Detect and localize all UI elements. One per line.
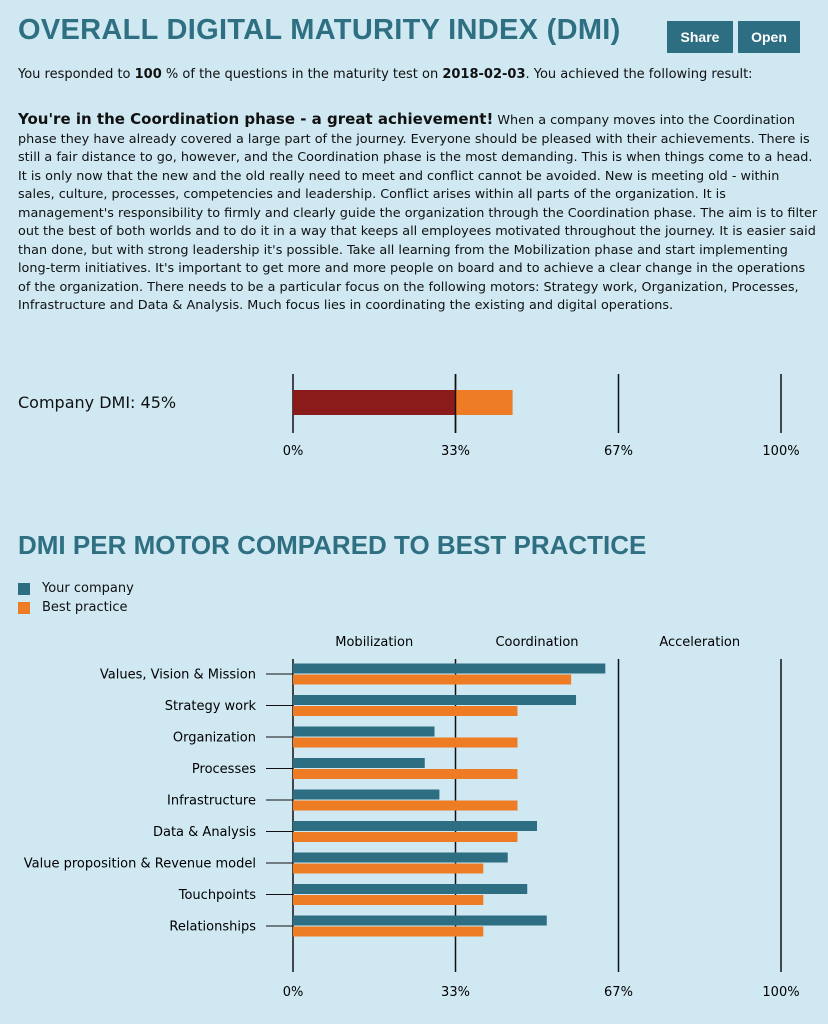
dmi-tick-label-100: 100% — [762, 444, 799, 459]
legend-label-best-practice: Best practice — [42, 600, 128, 615]
intro-percent: 100 — [134, 67, 162, 82]
bar-your-company-touchpoints — [293, 884, 528, 894]
bar-best-practice-strategy-work — [293, 706, 518, 716]
motor-label-processes: Processes — [192, 762, 256, 777]
motor-label-value-proposition-revenue-model: Value proposition & Revenue model — [24, 857, 256, 872]
motor-tick-label-0: 0% — [283, 985, 304, 1000]
dmi-tick-label-33: 33% — [441, 444, 470, 459]
bar-your-company-organization — [293, 726, 435, 737]
motor-label-relationships: Relationships — [169, 920, 256, 935]
motor-label-organization: Organization — [173, 731, 256, 746]
intro-date: 2018-02-03 — [442, 67, 526, 82]
legend-item-your-company: Your company — [18, 581, 134, 596]
bar-best-practice-value-proposition-revenue-model — [293, 863, 484, 874]
bar-best-practice-values-vision-mission — [293, 674, 572, 685]
phase-description: You're in the Coordination phase - a gre… — [18, 110, 818, 316]
legend-label-your-company: Your company — [42, 581, 134, 596]
motor-label-infrastructure: Infrastructure — [167, 794, 256, 809]
bar-your-company-values-vision-mission — [293, 663, 606, 674]
bar-your-company-data-analysis — [293, 821, 537, 831]
motor-tick-label-100: 100% — [762, 985, 799, 1000]
phase-heading: You're in the Coordination phase - a gre… — [18, 110, 494, 128]
bar-best-practice-processes — [293, 769, 518, 779]
dmi-tick-label-0: 0% — [283, 444, 304, 459]
motor-label-touchpoints: Touchpoints — [178, 888, 256, 903]
page-title: OVERALL DIGITAL MATURITY INDEX (DMI) — [18, 14, 621, 46]
bar-best-practice-data-analysis — [293, 832, 518, 842]
bar-best-practice-touchpoints — [293, 895, 484, 905]
bar-best-practice-infrastructure — [293, 800, 518, 811]
legend-item-best-practice: Best practice — [18, 600, 127, 615]
motor-chart-title: DMI PER MOTOR COMPARED TO BEST PRACTICE — [18, 530, 647, 560]
bar-your-company-processes — [293, 758, 425, 768]
company-dmi-label: Company DMI: 45% — [18, 393, 177, 412]
phase-label-acceleration: Acceleration — [659, 635, 740, 650]
bar-best-practice-relationships — [293, 926, 484, 937]
motor-label-data-analysis: Data & Analysis — [153, 825, 256, 840]
bar-your-company-value-proposition-revenue-model — [293, 852, 508, 863]
intro-prefix: You responded to — [18, 67, 131, 82]
motor-tick-label-67: 67% — [604, 985, 633, 1000]
dmi-bar-above-threshold — [455, 390, 513, 415]
intro-text: You responded to 100 % of the questions … — [18, 66, 818, 84]
phase-label-coordination: Coordination — [495, 635, 578, 650]
open-button[interactable]: Open — [738, 21, 800, 53]
dmi-bar-below-threshold — [293, 390, 456, 415]
phase-body: When a company moves into the Coordinati… — [18, 113, 818, 313]
bar-best-practice-organization — [293, 737, 518, 748]
bar-your-company-infrastructure — [293, 789, 440, 800]
motor-label-strategy-work: Strategy work — [165, 699, 257, 714]
bar-your-company-relationships — [293, 915, 547, 926]
bar-your-company-strategy-work — [293, 695, 577, 705]
motor-tick-label-33: 33% — [441, 985, 470, 1000]
intro-mid: % of the questions in the maturity test … — [165, 67, 439, 82]
phase-label-mobilization: Mobilization — [335, 635, 413, 650]
legend-swatch-your-company — [18, 582, 30, 595]
legend-swatch-best-practice — [18, 601, 30, 614]
intro-suffix: . You achieved the following result: — [525, 67, 753, 82]
share-button[interactable]: Share — [667, 21, 733, 53]
motor-label-values-vision-mission: Values, Vision & Mission — [100, 668, 256, 683]
dmi-tick-label-67: 67% — [604, 444, 633, 459]
